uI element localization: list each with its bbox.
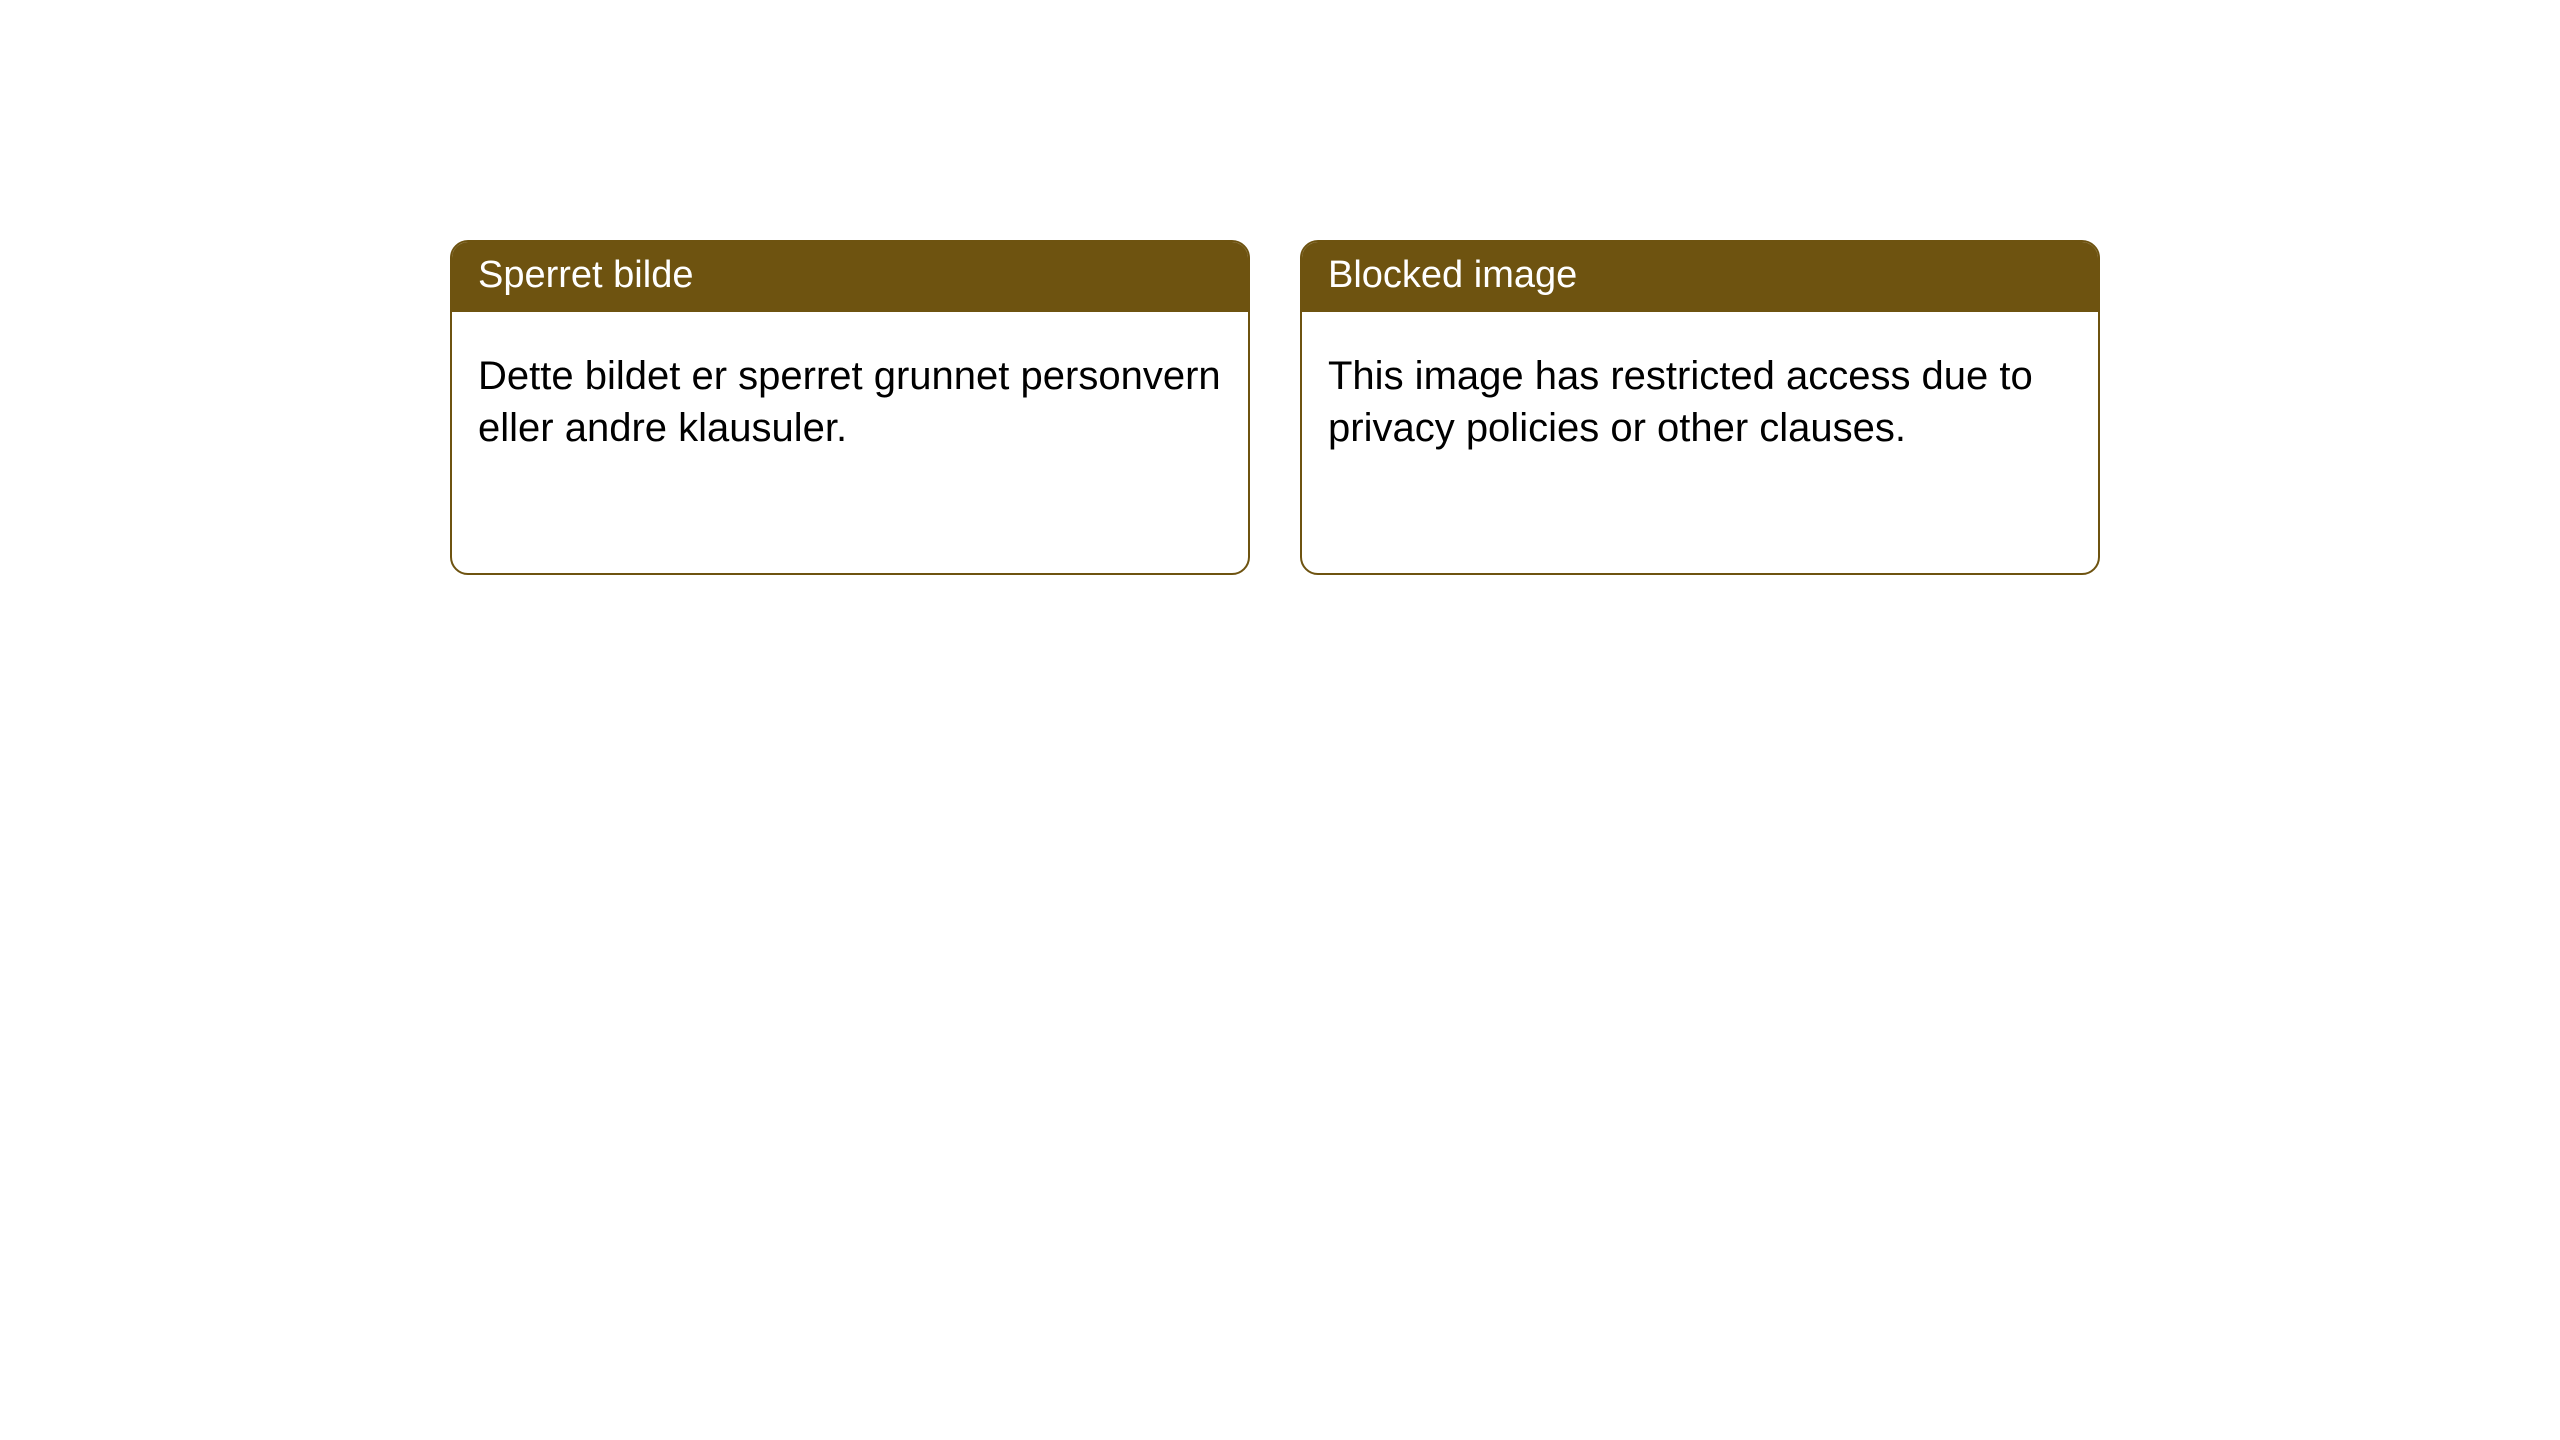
notice-card-english: Blocked image This image has restricted … [1300, 240, 2100, 575]
notice-header: Blocked image [1302, 242, 2098, 312]
notice-body: Dette bildet er sperret grunnet personve… [452, 312, 1248, 493]
notice-header: Sperret bilde [452, 242, 1248, 312]
notice-container: Sperret bilde Dette bildet er sperret gr… [0, 0, 2560, 575]
notice-body: This image has restricted access due to … [1302, 312, 2098, 493]
notice-card-norwegian: Sperret bilde Dette bildet er sperret gr… [450, 240, 1250, 575]
